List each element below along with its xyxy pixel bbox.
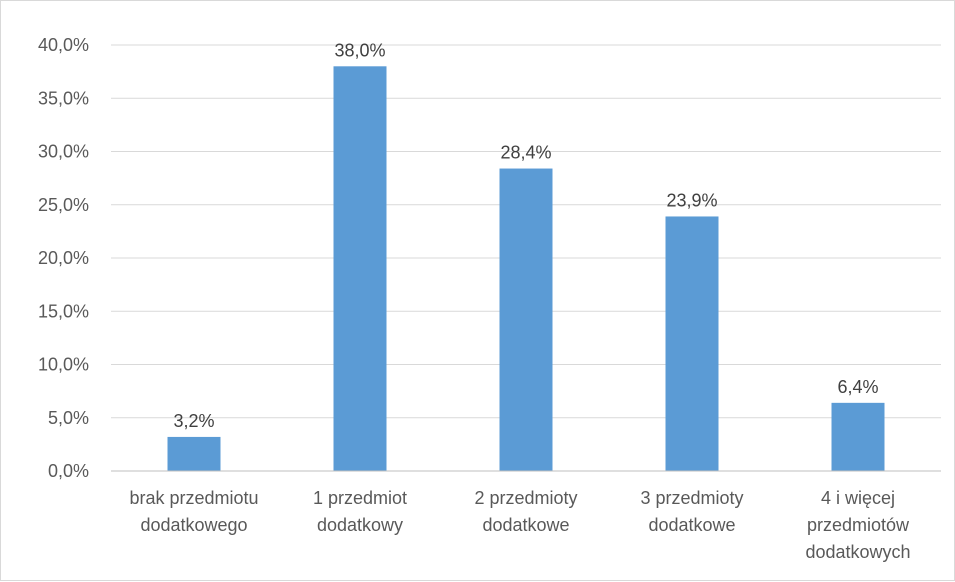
y-tick-label: 25,0% xyxy=(38,195,89,215)
bars xyxy=(167,66,885,472)
data-label: 3,2% xyxy=(173,411,214,431)
x-axis-category-labels: brak przedmiotu dodatkowego 1 przedmiot dod… xyxy=(129,488,910,562)
bar xyxy=(333,66,387,472)
data-label: 6,4% xyxy=(837,377,878,397)
category-label-line: dodatkowe xyxy=(648,515,735,535)
y-tick-label: 5,0% xyxy=(48,408,89,428)
bar xyxy=(167,436,221,471)
bar xyxy=(831,402,885,471)
category-label-line: dodatkowych xyxy=(805,542,910,562)
y-axis-tick-labels: 0,0% 5,0% 10,0% 15,0% 20,0% 25,0% 30,0% 35,0% 40… xyxy=(38,35,89,481)
y-tick-label: 40,0% xyxy=(38,35,89,55)
category-label-line: dodatkowego xyxy=(140,515,247,535)
category-label-line: 2 przedmioty xyxy=(474,488,577,508)
category-label-line: brak przedmiotu xyxy=(129,488,258,508)
category-label-line: 1 przedmiot xyxy=(313,488,407,508)
data-label: 28,4% xyxy=(500,143,551,163)
category-label: 1 przedmiot dodatkowy xyxy=(313,488,407,535)
data-label: 23,9% xyxy=(666,190,717,210)
category-label: 4 i więcej przedmiotów dodatkowych xyxy=(805,488,910,562)
y-tick-label: 0,0% xyxy=(48,461,89,481)
category-label: brak przedmiotu dodatkowego xyxy=(129,488,258,535)
y-tick-label: 30,0% xyxy=(38,142,89,162)
category-label-line: dodatkowe xyxy=(482,515,569,535)
y-tick-label: 35,0% xyxy=(38,88,89,108)
category-label-line: 3 przedmioty xyxy=(640,488,743,508)
category-label: 2 przedmioty dodatkowe xyxy=(474,488,577,535)
bar xyxy=(665,216,719,471)
bar xyxy=(499,168,553,472)
category-label-line: przedmiotów xyxy=(807,515,910,535)
category-label-line: 4 i więcej xyxy=(821,488,895,508)
category-label: 3 przedmioty dodatkowe xyxy=(640,488,743,535)
data-label: 38,0% xyxy=(334,40,385,60)
y-tick-label: 15,0% xyxy=(38,301,89,321)
y-tick-label: 20,0% xyxy=(38,248,89,268)
category-label-line: dodatkowy xyxy=(317,515,403,535)
y-tick-label: 10,0% xyxy=(38,355,89,375)
data-labels: 3,2% 38,0% 28,4% 23,9% 6,4% xyxy=(173,40,878,431)
